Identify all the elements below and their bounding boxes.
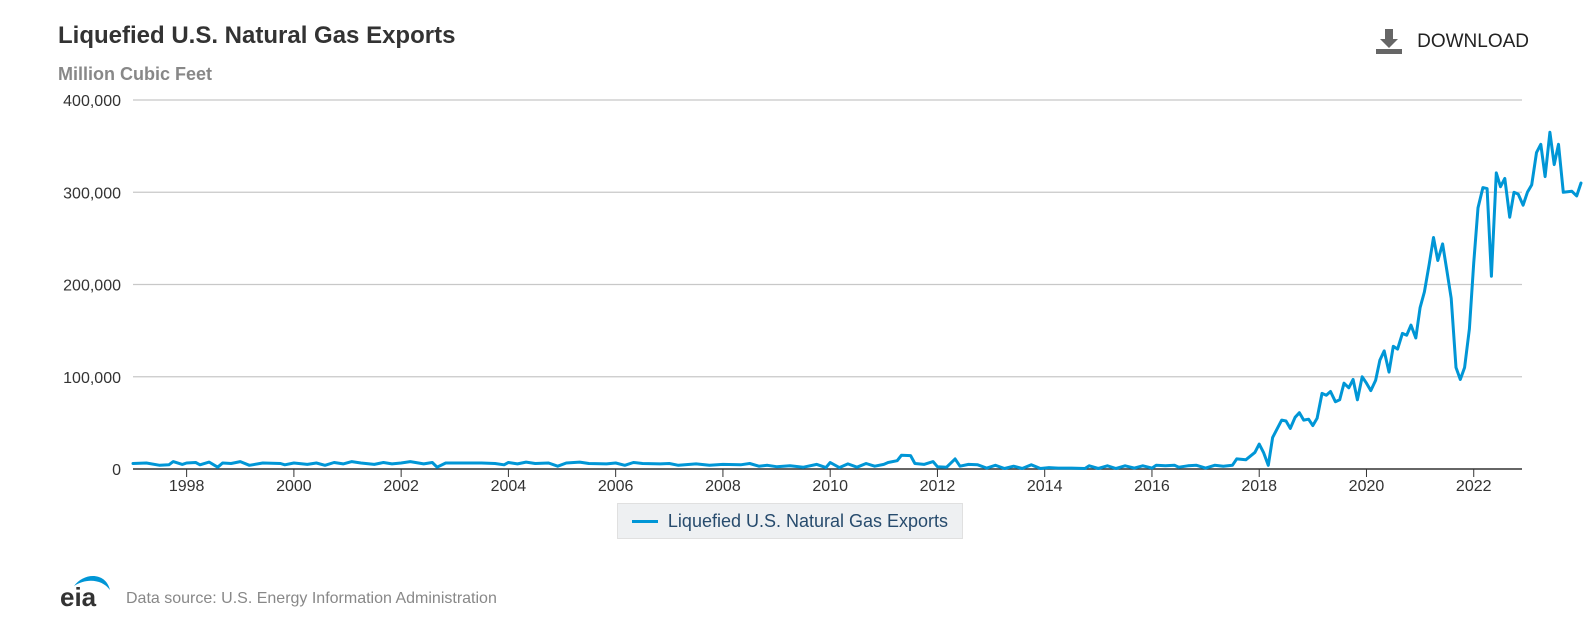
svg-text:eia: eia [60, 582, 97, 610]
eia-logo: eia [60, 575, 110, 610]
chart-title: Liquefied U.S. Natural Gas Exports [58, 22, 456, 49]
x-tick-label: 2010 [812, 478, 848, 495]
legend-label: Liquefied U.S. Natural Gas Exports [667, 510, 949, 531]
x-tick-label: 2018 [1241, 478, 1277, 495]
y-tick-label: 0 [112, 462, 121, 479]
legend-item[interactable]: Liquefied U.S. Natural Gas Exports [617, 503, 963, 539]
download-button[interactable]: DOWNLOAD [1375, 28, 1529, 56]
x-tick-label: 2008 [705, 478, 741, 495]
data-source: Data source: U.S. Energy Information Adm… [126, 590, 497, 607]
x-tick-label: 2000 [276, 478, 312, 495]
download-icon [1376, 29, 1403, 54]
download-label: DOWNLOAD [1417, 31, 1529, 52]
x-tick-label: 1998 [169, 478, 205, 495]
grid-lines [133, 99, 1522, 378]
series-line [131, 130, 1583, 470]
x-axis: 1998 2000 2002 2004 2006 2008 2010 2012 2014 2016… [133, 468, 1522, 495]
y-tick-label: 300,000 [63, 185, 121, 202]
x-tick-label: 2002 [383, 478, 419, 495]
y-tick-label: 200,000 [63, 278, 121, 295]
x-tick-label: 2020 [1349, 478, 1385, 495]
x-tick-label: 2022 [1456, 478, 1492, 495]
line-chart: 0 100,000 200,000 300,000 400,000 1998 2000 20… [63, 93, 1583, 495]
legend-swatch [631, 519, 658, 523]
x-tick-label: 2012 [920, 478, 956, 495]
y-axis-labels: 0 100,000 200,000 300,000 400,000 [63, 93, 121, 479]
x-tick-label: 2014 [1027, 478, 1063, 495]
x-tick-label: 2006 [598, 478, 634, 495]
x-tick-label: 2004 [491, 478, 527, 495]
series-group [131, 130, 1583, 470]
x-tick-label: 2016 [1134, 478, 1170, 495]
y-tick-label: 100,000 [63, 370, 121, 387]
y-tick-label: 400,000 [63, 93, 121, 110]
chart-subtitle: Million Cubic Feet [58, 64, 213, 84]
